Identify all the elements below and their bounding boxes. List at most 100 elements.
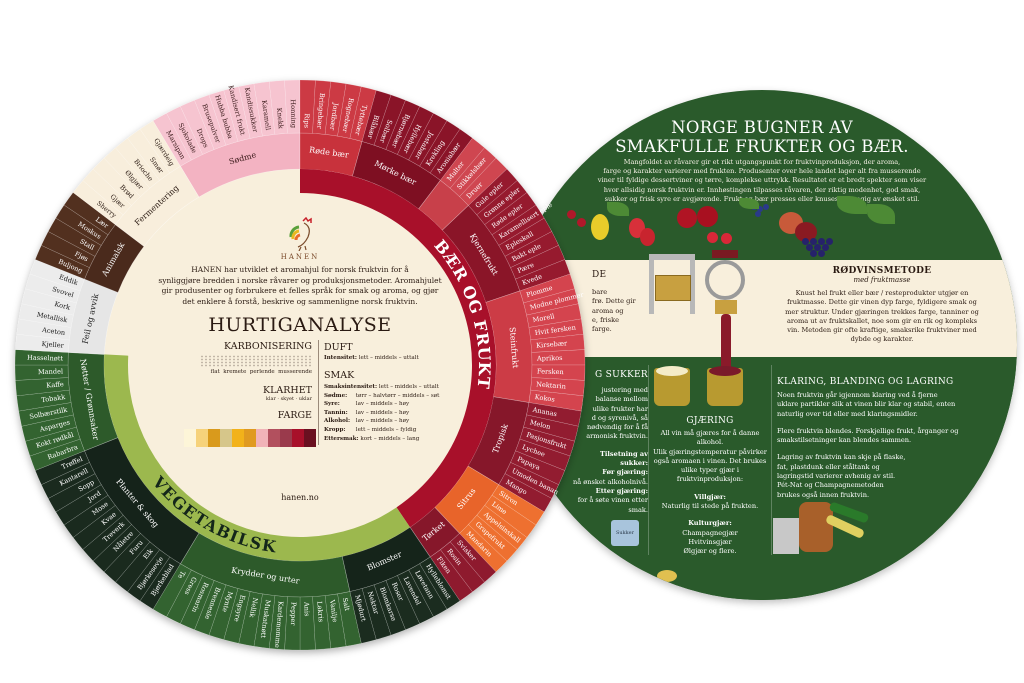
aroma-label: Kirsebær bbox=[536, 339, 568, 350]
aroma-segment[interactable] bbox=[299, 79, 316, 134]
aroma-segment[interactable] bbox=[324, 593, 347, 649]
aroma-segment[interactable] bbox=[419, 120, 461, 174]
aroma-segment[interactable] bbox=[337, 83, 362, 139]
aroma-segment[interactable] bbox=[208, 90, 239, 146]
category-blomster[interactable]: HylleblomstLøvetannLavendelRoserBlomkars… bbox=[341, 526, 461, 644]
text-line: for å søte vinen etter smak. bbox=[577, 496, 648, 514]
aroma-segment[interactable] bbox=[284, 596, 301, 651]
aroma-segment[interactable] bbox=[18, 303, 74, 328]
smak-row: Smaksintensitet: lett – middels – uttalt bbox=[324, 383, 464, 392]
aroma-segment[interactable] bbox=[63, 192, 116, 236]
aroma-segment[interactable] bbox=[324, 81, 347, 137]
text-line: armonisk fruktvin. bbox=[586, 432, 648, 441]
aroma-segment[interactable] bbox=[194, 580, 227, 636]
aroma-segment[interactable] bbox=[47, 217, 102, 257]
aroma-segment[interactable] bbox=[82, 514, 132, 562]
aroma-segment[interactable] bbox=[208, 584, 239, 640]
aroma-segment[interactable] bbox=[152, 112, 192, 167]
aroma-label: Kardemomme bbox=[273, 601, 285, 648]
aroma-segment[interactable] bbox=[373, 94, 406, 150]
aroma-segment[interactable] bbox=[468, 514, 518, 562]
category-segment[interactable] bbox=[84, 224, 145, 293]
category-krydder-og-urter[interactable]: SaltVaniljeLakrisAnisPepperKardemommeMus… bbox=[152, 532, 362, 651]
text-line: e, friske bbox=[592, 315, 620, 324]
aroma-label: Kaffe bbox=[46, 380, 64, 389]
aroma-segment[interactable] bbox=[361, 584, 392, 640]
aroma-segment[interactable] bbox=[504, 231, 559, 268]
aroma-segment[interactable] bbox=[429, 128, 473, 181]
aroma-segment[interactable] bbox=[253, 81, 276, 137]
aroma-segment[interactable] bbox=[152, 563, 192, 618]
partial-heading: G SUKKER bbox=[595, 370, 648, 380]
aroma-segment[interactable] bbox=[468, 168, 518, 216]
aroma-segment[interactable] bbox=[519, 426, 575, 457]
aroma-segment[interactable] bbox=[25, 426, 81, 457]
aroma-segment[interactable] bbox=[361, 90, 392, 146]
aroma-segment[interactable] bbox=[515, 438, 571, 471]
text-line: ulike frukter har bbox=[592, 404, 648, 413]
smak-value: lav – middels – høy bbox=[355, 401, 410, 408]
category-planter-skog[interactable]: BjørkebladBjørkesevjeEikFuruNåletreTreve… bbox=[34, 437, 200, 610]
aroma-segment[interactable] bbox=[408, 563, 448, 618]
category-røde-bær[interactable]: Rips Bringebær Jordbær RognebærTyttebærRøde… bbox=[299, 79, 377, 177]
aroma-segment[interactable] bbox=[531, 364, 586, 381]
aroma-segment[interactable] bbox=[180, 575, 215, 631]
aroma-segment[interactable] bbox=[127, 549, 171, 602]
text-line: Før gjæring: bbox=[602, 468, 648, 477]
aroma-segment[interactable] bbox=[82, 168, 132, 216]
aroma-segment[interactable] bbox=[55, 204, 109, 246]
aroma-label: Te bbox=[176, 569, 187, 580]
aroma-segment[interactable] bbox=[16, 318, 72, 341]
category-feil-og-avvik[interactable]: KjellerAcetonMetalliskKorkSvovelEddikFei… bbox=[15, 259, 119, 355]
aroma-segment[interactable] bbox=[449, 533, 497, 583]
aroma-segment[interactable] bbox=[449, 147, 497, 197]
aroma-segment[interactable] bbox=[253, 593, 276, 649]
klarhet-label: KLARHET bbox=[263, 385, 312, 396]
aroma-segment[interactable] bbox=[397, 569, 434, 624]
aroma-segment[interactable] bbox=[385, 99, 420, 155]
aroma-segment[interactable] bbox=[498, 473, 553, 513]
aroma-segment[interactable] bbox=[34, 245, 90, 280]
color-swatch bbox=[268, 429, 280, 447]
aroma-segment[interactable] bbox=[139, 120, 181, 174]
aroma-segment[interactable] bbox=[16, 389, 72, 412]
aroma-segment[interactable] bbox=[491, 484, 545, 526]
category-segment[interactable] bbox=[114, 165, 200, 247]
aroma-segment[interactable] bbox=[526, 402, 582, 427]
smak-row: Kropp: lett – middels – fyldig bbox=[324, 426, 464, 435]
aroma-label: Bringebær bbox=[315, 93, 326, 130]
aroma-label: Hasselnøtt bbox=[27, 354, 64, 363]
intro-line: sukker og frisk syre er avgjørende. Fruk… bbox=[604, 194, 920, 203]
aroma-segment[interactable] bbox=[29, 438, 85, 471]
website-link[interactable]: hanen.no bbox=[281, 493, 319, 502]
aroma-segment[interactable] bbox=[419, 556, 461, 610]
aroma-segment[interactable] bbox=[510, 450, 566, 485]
aroma-segment[interactable] bbox=[47, 473, 102, 513]
aroma-segment[interactable] bbox=[498, 217, 553, 257]
aroma-segment[interactable] bbox=[408, 112, 448, 167]
aroma-segment[interactable] bbox=[528, 318, 584, 341]
aroma-segment[interactable] bbox=[14, 349, 69, 366]
aroma-segment[interactable] bbox=[29, 259, 85, 292]
text-line: aroma og bbox=[592, 306, 624, 315]
category-tropisk[interactable]: AnanasMelonPasjonsfruktLycheePapayaUmode… bbox=[467, 396, 582, 513]
method-band bbox=[507, 260, 1017, 357]
aroma-segment[interactable] bbox=[484, 494, 537, 538]
category-mørke-bær[interactable]: BlåbærSolbærBjørnebærHyllebærJostabærKre… bbox=[352, 90, 473, 210]
aroma-segment[interactable] bbox=[528, 389, 584, 412]
aroma-segment[interactable] bbox=[103, 147, 151, 197]
aroma-segment[interactable] bbox=[139, 556, 181, 610]
aroma-segment[interactable] bbox=[166, 106, 203, 161]
karbonisering-scale: flat kremete perlende musserende bbox=[210, 369, 312, 375]
aroma-segment[interactable] bbox=[519, 273, 575, 304]
aroma-segment[interactable] bbox=[238, 591, 263, 647]
text-line: mer struktur. Under gjæringen trekkes fa… bbox=[785, 307, 979, 316]
aroma-segment[interactable] bbox=[103, 533, 151, 583]
category-fermentering[interactable]: SherryGjærBrødØlgjærBriocheSmørGjærdeigF… bbox=[72, 120, 200, 247]
